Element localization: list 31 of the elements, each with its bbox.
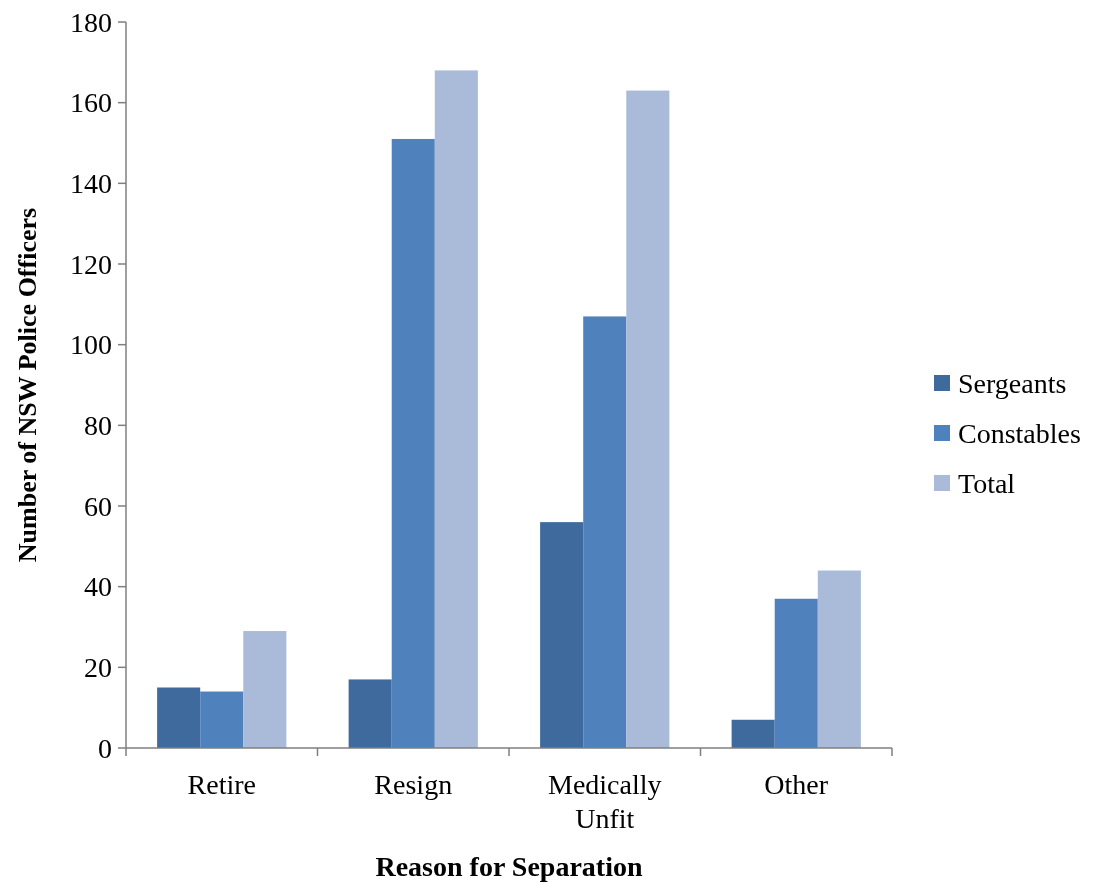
bar <box>391 138 435 748</box>
bar <box>434 70 478 748</box>
y-tick-label: 80 <box>84 410 112 442</box>
y-axis-title: Number of NSW Police Officers <box>13 207 42 563</box>
y-tick-label: 20 <box>84 652 112 684</box>
legend-label: Total <box>958 467 1016 499</box>
bar <box>157 687 201 748</box>
legend-label: Constables <box>958 417 1081 449</box>
x-tick-label: Other <box>764 769 829 800</box>
y-tick-label: 140 <box>70 168 112 200</box>
x-tick-label: Retire <box>187 769 256 800</box>
y-tick-label: 40 <box>84 571 112 603</box>
bar <box>540 522 584 748</box>
bar <box>583 316 627 748</box>
bar <box>731 719 775 748</box>
y-tick-label: 0 <box>98 732 112 764</box>
x-tick-label: Resign <box>374 769 453 800</box>
y-tick-label: 180 <box>70 6 112 38</box>
bar <box>626 90 670 748</box>
y-tick-label: 120 <box>70 248 112 280</box>
bar <box>817 570 861 748</box>
y-tick-label: 100 <box>70 329 112 361</box>
bar <box>243 631 287 748</box>
x-tick-label: Medically Unfit <box>547 769 662 834</box>
x-axis-title: Reason for Separation <box>375 851 643 882</box>
bar <box>348 679 392 748</box>
bar <box>774 598 818 748</box>
bar <box>200 691 244 748</box>
legend-label: Sergeants <box>958 367 1067 399</box>
y-tick-label: 60 <box>84 490 112 522</box>
y-tick-label: 160 <box>70 87 112 119</box>
